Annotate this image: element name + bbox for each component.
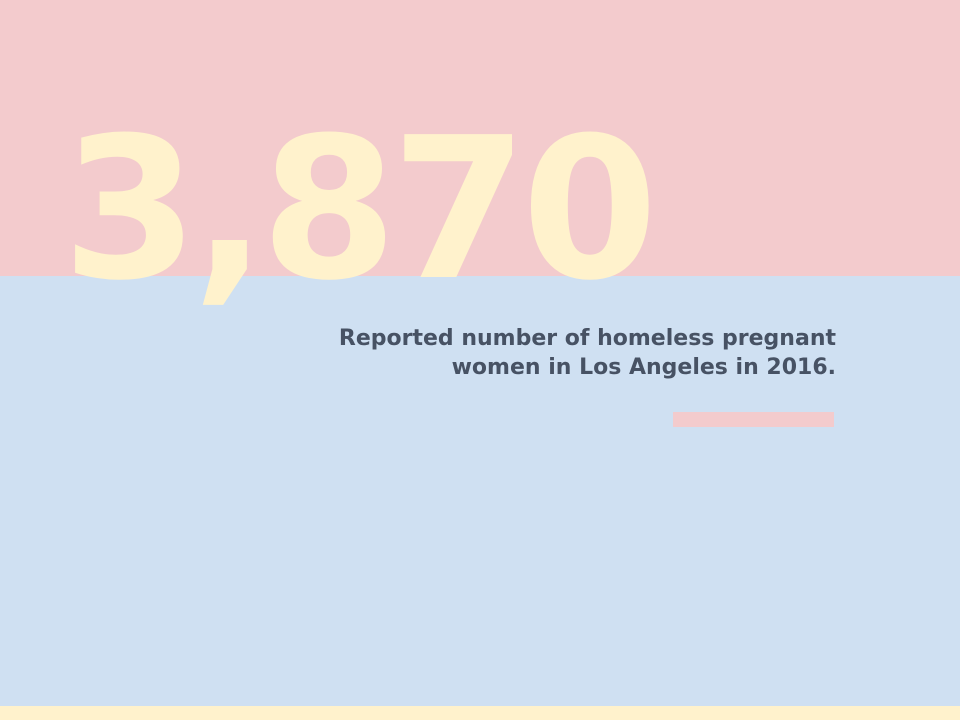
top-color-band [0, 0, 960, 276]
footer-strip [0, 706, 960, 720]
caption-line-2: women in Los Angeles in 2016. [451, 355, 836, 380]
headline-statistic: 3,870 [62, 96, 658, 324]
accent-divider [673, 412, 834, 427]
caption-line-1: Reported number of homeless pregnant [338, 326, 836, 351]
bottom-color-band [0, 276, 960, 706]
statistic-caption: Reported number of homeless pregnant wom… [296, 324, 836, 382]
